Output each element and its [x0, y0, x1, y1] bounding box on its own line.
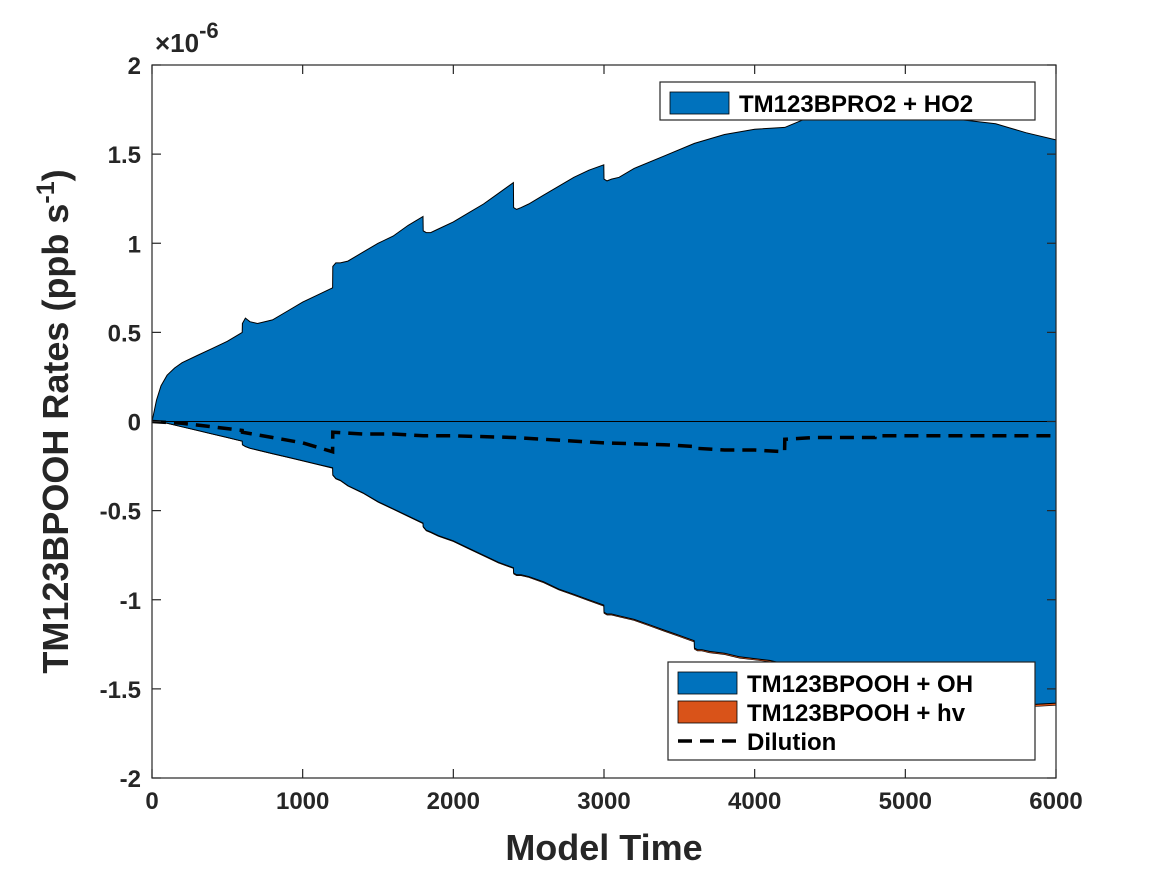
- y-axis-title: TM123BPOOH Rates (ppb s-1): [32, 169, 76, 673]
- axes: 0 1000 2000 3000 4000 5000 6000 2 1.5 1 0.5 0 -0.5 -1…: [32, 18, 1083, 868]
- legend-swatch: [677, 671, 738, 695]
- x-axis-title: Model Time: [505, 827, 702, 868]
- y-tick-label: 1: [128, 231, 141, 258]
- legend-top: TM123BPRO2 + HO2: [659, 81, 1036, 121]
- y-tick-label: -1: [120, 588, 141, 615]
- y-tick-label: 2: [128, 53, 141, 80]
- plot-area: [152, 110, 1056, 708]
- legend-label: TM123BPRO2 + HO2: [739, 91, 973, 118]
- y-axis-title-exponent: -1: [32, 181, 60, 203]
- legend-label: Dilution: [747, 729, 836, 756]
- legend-swatch: [669, 91, 730, 115]
- legend-label: TM123BPOOH + hv: [747, 700, 966, 727]
- y-axis-title-close: ): [35, 169, 76, 181]
- y-tick-label: 1.5: [108, 142, 141, 169]
- y-multiplier: ×10-6: [155, 18, 219, 58]
- y-tick-label: -0.5: [100, 499, 141, 526]
- x-tick-label: 6000: [1029, 788, 1082, 815]
- y-tick-label: -1.5: [100, 677, 141, 704]
- series-dilution-line: [152, 419, 1056, 455]
- x-tick-label: 0: [145, 788, 158, 815]
- series-ho2-area: [152, 110, 1056, 422]
- x-tick-label: 4000: [728, 788, 781, 815]
- x-tick-label: 2000: [427, 788, 480, 815]
- y-multiplier-exponent: -6: [199, 18, 219, 43]
- x-tick-label: 3000: [577, 788, 630, 815]
- x-tick-label: 1000: [276, 788, 329, 815]
- y-tick-label: 0.5: [108, 320, 141, 347]
- plot-series: [152, 110, 1056, 708]
- y-tick-label: 0: [128, 410, 141, 437]
- y-tick-label: -2: [120, 766, 141, 793]
- x-tick-label: 5000: [879, 788, 932, 815]
- legend-label: TM123BPOOH + OH: [747, 671, 973, 698]
- legend-swatch: [677, 700, 738, 724]
